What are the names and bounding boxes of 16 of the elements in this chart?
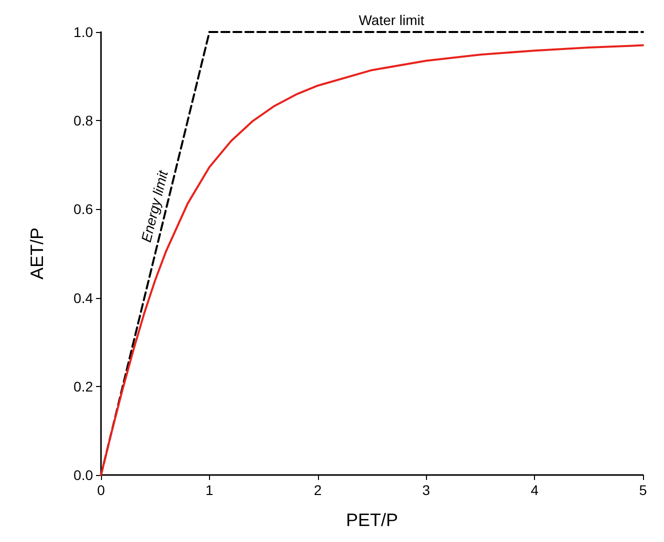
x-tick-label: 5 [639, 482, 648, 498]
x-tick-label: 1 [206, 482, 214, 498]
y-tick-label: 1.0 [74, 24, 94, 40]
series-label: Water limit [358, 12, 424, 28]
x-tick-label: 0 [97, 482, 106, 498]
y-tick-label: 0.4 [74, 290, 94, 306]
y-tick-label: 0.6 [74, 201, 94, 218]
y-axis-title: AET/P [27, 227, 47, 280]
y-tick-label: 0.8 [74, 112, 94, 129]
y-tick-label: 0.0 [74, 467, 94, 483]
text: Energy limit [138, 168, 172, 244]
x-tick-label: 4 [530, 482, 539, 498]
x-tick-label: 3 [422, 482, 430, 498]
x-tick-label: 2 [314, 482, 322, 498]
y-tick-label: 0.2 [74, 378, 94, 394]
x-axis-title: PET/P [346, 510, 398, 530]
